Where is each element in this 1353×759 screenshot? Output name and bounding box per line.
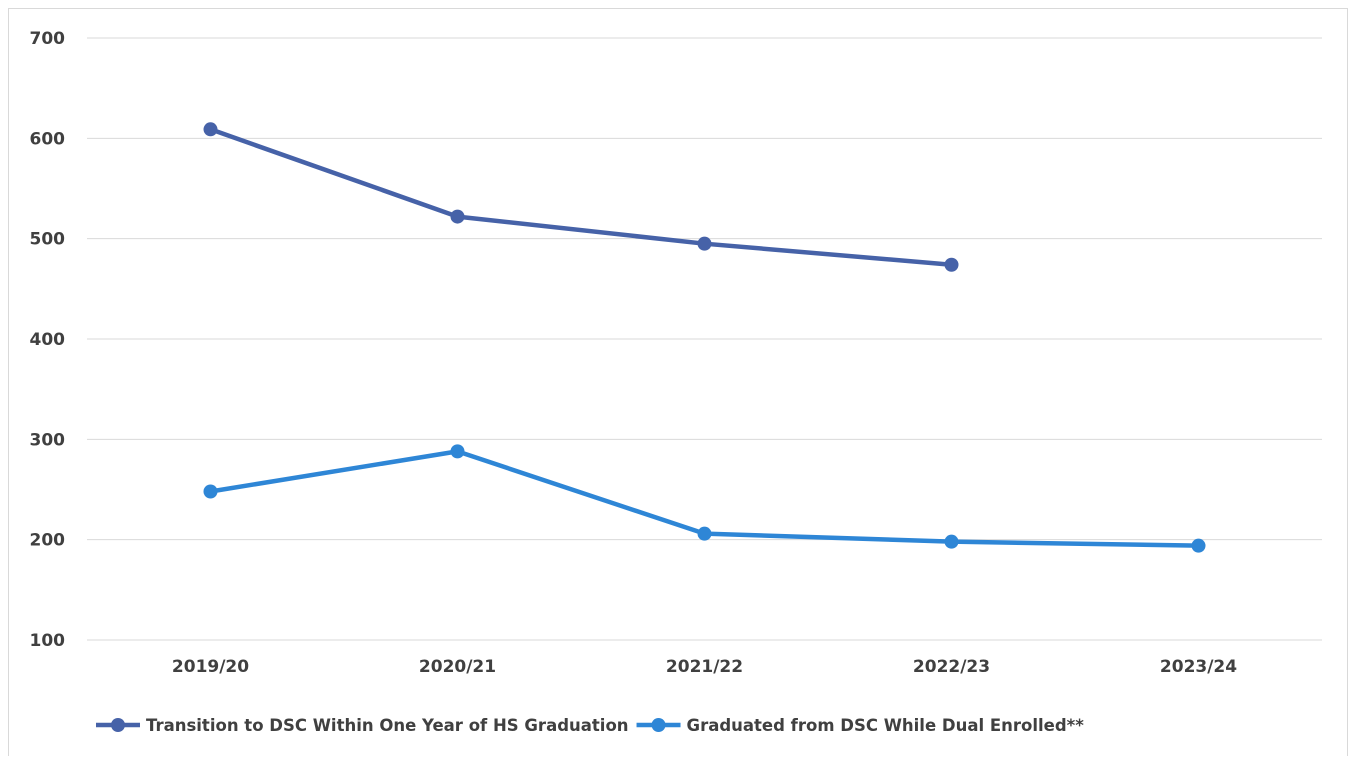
y-tick-label: 600 <box>30 129 66 149</box>
x-tick-label: 2021/22 <box>666 657 743 677</box>
data-point <box>203 122 218 137</box>
legend-swatch-marker-1 <box>111 718 125 732</box>
chart-frame <box>8 8 1348 756</box>
y-tick-label: 200 <box>30 531 66 551</box>
y-tick-label: 100 <box>30 631 66 651</box>
series-line-1 <box>208 127 954 268</box>
data-point <box>203 484 218 499</box>
data-point <box>450 444 465 459</box>
legend-swatch-marker-2 <box>651 718 666 732</box>
x-tick-label: 2019/20 <box>172 657 249 677</box>
series-group <box>203 122 1206 553</box>
x-tick-label: 2020/21 <box>419 657 496 677</box>
x-tick-label: 2023/24 <box>1160 657 1237 677</box>
legend: Transition to DSC Within One Year of HS … <box>96 716 1084 735</box>
data-point <box>944 534 959 549</box>
x-tick-label: 2022/23 <box>913 657 990 677</box>
y-tick-label: 700 <box>30 29 66 49</box>
data-point <box>1191 538 1206 553</box>
gridlines <box>87 37 1322 641</box>
y-tick-label: 300 <box>30 430 66 450</box>
x-axis-tick-labels: 2019/20 2020/21 2021/22 2022/23 2023/24 <box>172 657 1237 677</box>
data-point <box>697 236 712 251</box>
y-axis-tick-labels: 100 200 300 400 500 600 700 <box>30 29 66 651</box>
legend-label-1: Transition to DSC Within One Year of HS … <box>146 716 629 735</box>
y-tick-label: 500 <box>30 230 66 250</box>
legend-label-2: Graduated from DSC While Dual Enrolled** <box>687 716 1085 735</box>
data-point <box>944 257 959 272</box>
data-point <box>450 209 465 224</box>
y-tick-label: 400 <box>30 330 66 350</box>
data-point <box>697 526 712 541</box>
